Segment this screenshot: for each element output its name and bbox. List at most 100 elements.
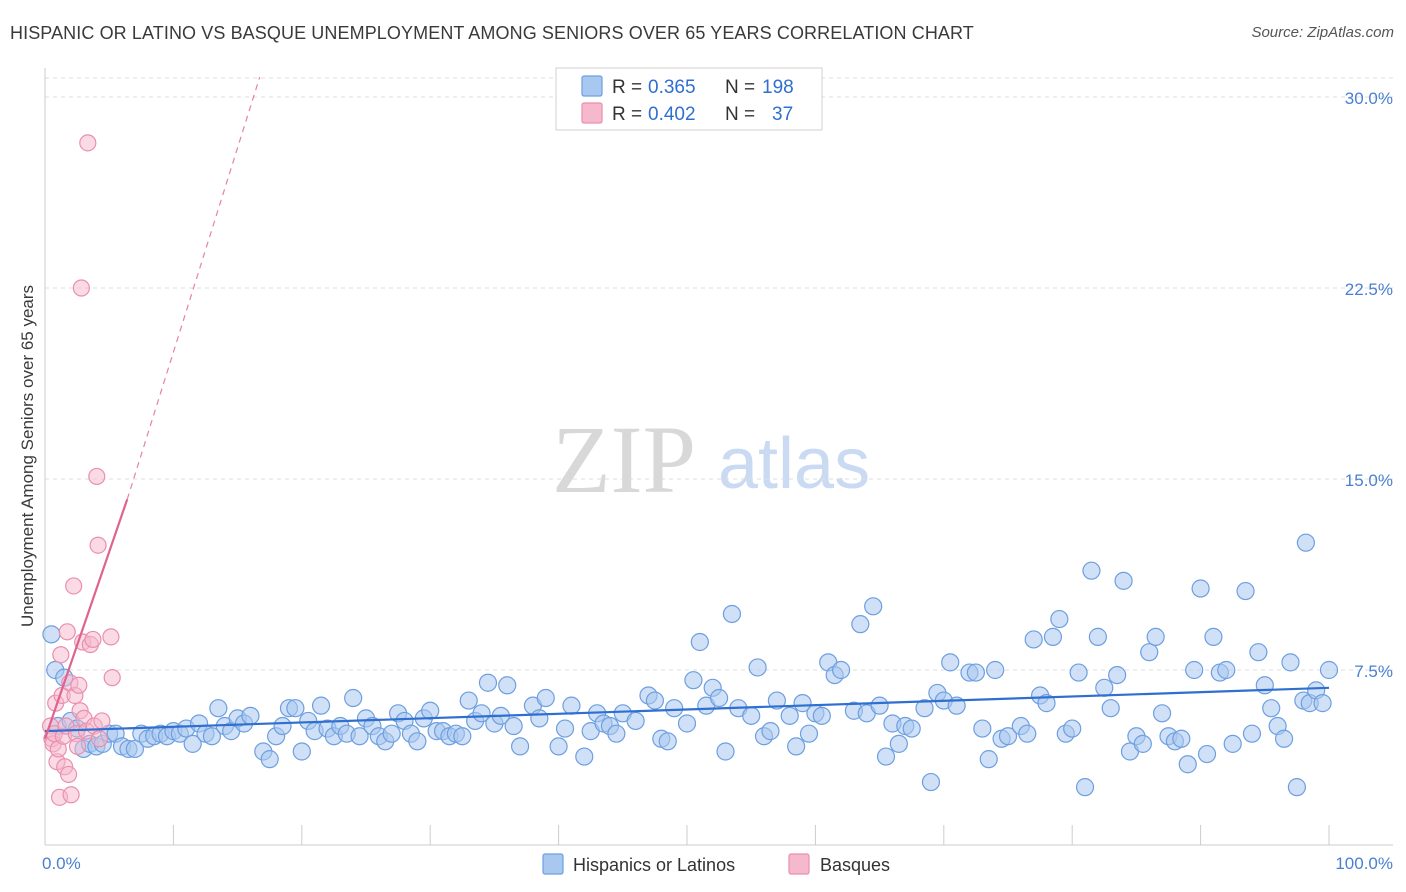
point-hispanics-or-latinos bbox=[998, 727, 1018, 746]
point-hispanics-or-latinos bbox=[690, 632, 709, 652]
point-basques bbox=[88, 467, 106, 486]
point-hispanics-or-latinos bbox=[722, 604, 742, 624]
point-hispanics-or-latinos bbox=[1287, 778, 1307, 797]
legend-n-label-1: N = bbox=[725, 77, 755, 98]
x-tick-marks bbox=[44, 825, 1330, 845]
point-hispanics-or-latinos bbox=[1197, 744, 1217, 764]
point-hispanics-or-latinos bbox=[1152, 704, 1172, 723]
y-tick-label: 7.5% bbox=[1354, 662, 1393, 681]
series-hispanics-or-latinos bbox=[42, 533, 1339, 797]
point-hispanics-or-latinos bbox=[902, 719, 921, 738]
x-tick-label-min: 0.0% bbox=[42, 854, 81, 873]
point-hispanics-or-latinos bbox=[1178, 755, 1197, 774]
point-hispanics-or-latinos bbox=[979, 750, 998, 769]
series-basques bbox=[41, 134, 121, 806]
point-hispanics-or-latinos bbox=[125, 739, 144, 759]
point-hispanics-or-latinos bbox=[1185, 660, 1204, 680]
point-hispanics-or-latinos bbox=[1146, 627, 1165, 646]
y-tick-label: 30.0% bbox=[1345, 89, 1393, 108]
point-hispanics-or-latinos bbox=[1191, 579, 1210, 598]
point-hispanics-or-latinos bbox=[645, 691, 665, 710]
point-hispanics-or-latinos bbox=[966, 663, 986, 682]
legend-swatch-pink bbox=[581, 102, 603, 124]
point-hispanics-or-latinos bbox=[1108, 665, 1127, 685]
y-axis-label: Unemployment Among Seniors over 65 years bbox=[18, 285, 37, 627]
watermark-zip: ZIP bbox=[552, 406, 696, 513]
chart-title: HISPANIC OR LATINO VS BASQUE UNEMPLOYMEN… bbox=[10, 23, 974, 43]
point-hispanics-or-latinos bbox=[973, 719, 992, 738]
grid-lines bbox=[45, 77, 1393, 671]
point-hispanics-or-latinos bbox=[658, 732, 677, 751]
y-tick-labels: 7.5% 15.0% 22.5% 30.0% bbox=[1345, 89, 1393, 681]
point-hispanics-or-latinos bbox=[1088, 627, 1107, 646]
legend: R = 0.365 N = 198 R = 0.402 N = 37 bbox=[555, 67, 823, 131]
point-hispanics-or-latinos bbox=[1063, 719, 1082, 738]
y-tick-label: 15.0% bbox=[1345, 471, 1393, 490]
point-hispanics-or-latinos bbox=[626, 711, 645, 731]
point-hispanics-or-latinos bbox=[183, 734, 202, 753]
legend-r-label-2: R = bbox=[612, 104, 642, 125]
point-hispanics-or-latinos bbox=[1296, 533, 1315, 552]
point-hispanics-or-latinos bbox=[1319, 660, 1339, 680]
point-hispanics-or-latinos bbox=[1242, 724, 1262, 743]
point-hispanics-or-latinos bbox=[870, 696, 889, 715]
point-hispanics-or-latinos bbox=[1313, 694, 1332, 713]
point-hispanics-or-latinos bbox=[1037, 694, 1056, 713]
point-hispanics-or-latinos bbox=[921, 772, 941, 792]
point-hispanics-or-latinos bbox=[716, 742, 735, 761]
bottom-legend-label-basques: Basques bbox=[820, 855, 890, 875]
point-hispanics-or-latinos bbox=[1262, 699, 1281, 718]
point-hispanics-or-latinos bbox=[459, 691, 478, 710]
point-hispanics-or-latinos bbox=[1018, 724, 1037, 743]
point-hispanics-or-latinos bbox=[562, 696, 581, 715]
point-basques bbox=[68, 737, 87, 756]
point-hispanics-or-latinos bbox=[350, 727, 369, 746]
point-basques bbox=[84, 630, 102, 649]
point-basques bbox=[52, 646, 70, 664]
point-hispanics-or-latinos bbox=[478, 673, 498, 692]
point-basques bbox=[65, 577, 83, 595]
point-hispanics-or-latinos bbox=[780, 706, 799, 725]
point-hispanics-or-latinos bbox=[787, 737, 806, 756]
legend-r-label-1: R = bbox=[612, 77, 642, 98]
point-hispanics-or-latinos bbox=[941, 653, 960, 672]
point-hispanics-or-latinos bbox=[1140, 643, 1159, 662]
trend-line-hispanics-or-latinos bbox=[44, 686, 1330, 733]
point-basques bbox=[79, 134, 97, 152]
point-hispanics-or-latinos bbox=[530, 709, 549, 728]
point-hispanics-or-latinos bbox=[793, 694, 812, 713]
point-hispanics-or-latinos bbox=[1069, 663, 1088, 682]
point-hispanics-or-latinos bbox=[1075, 778, 1095, 797]
point-hispanics-or-latinos bbox=[1249, 643, 1268, 662]
point-basques bbox=[89, 536, 107, 554]
point-hispanics-or-latinos bbox=[876, 747, 896, 766]
watermark: ZIP atlas bbox=[552, 406, 870, 513]
point-hispanics-or-latinos bbox=[831, 660, 851, 680]
legend-n-label-2: N = bbox=[725, 104, 755, 125]
point-basques bbox=[59, 765, 78, 784]
point-hispanics-or-latinos bbox=[408, 732, 427, 751]
point-hispanics-or-latinos bbox=[498, 676, 517, 695]
legend-swatch-blue bbox=[581, 75, 603, 97]
bottom-legend-swatch-pink bbox=[788, 853, 810, 875]
point-hispanics-or-latinos bbox=[851, 615, 870, 634]
legend-r-value-2: 0.402 bbox=[648, 104, 696, 125]
point-hispanics-or-latinos bbox=[202, 727, 222, 746]
point-hispanics-or-latinos bbox=[273, 716, 292, 736]
point-hispanics-or-latinos bbox=[1043, 627, 1063, 646]
x-tick-label-max: 100.0% bbox=[1335, 854, 1393, 873]
point-hispanics-or-latinos bbox=[607, 724, 626, 743]
point-hispanics-or-latinos bbox=[1223, 734, 1242, 753]
point-hispanics-or-latinos bbox=[677, 714, 697, 733]
point-hispanics-or-latinos bbox=[1236, 581, 1255, 601]
legend-r-value-1: 0.365 bbox=[648, 77, 696, 98]
point-hispanics-or-latinos bbox=[575, 747, 594, 766]
point-hispanics-or-latinos bbox=[555, 719, 575, 738]
point-hispanics-or-latinos bbox=[286, 699, 305, 718]
point-hispanics-or-latinos bbox=[915, 699, 934, 718]
point-hispanics-or-latinos bbox=[767, 691, 786, 710]
point-hispanics-or-latinos bbox=[292, 742, 311, 761]
point-hispanics-or-latinos bbox=[42, 625, 61, 644]
bottom-legend-swatch-blue bbox=[542, 853, 564, 875]
point-hispanics-or-latinos bbox=[453, 727, 472, 746]
